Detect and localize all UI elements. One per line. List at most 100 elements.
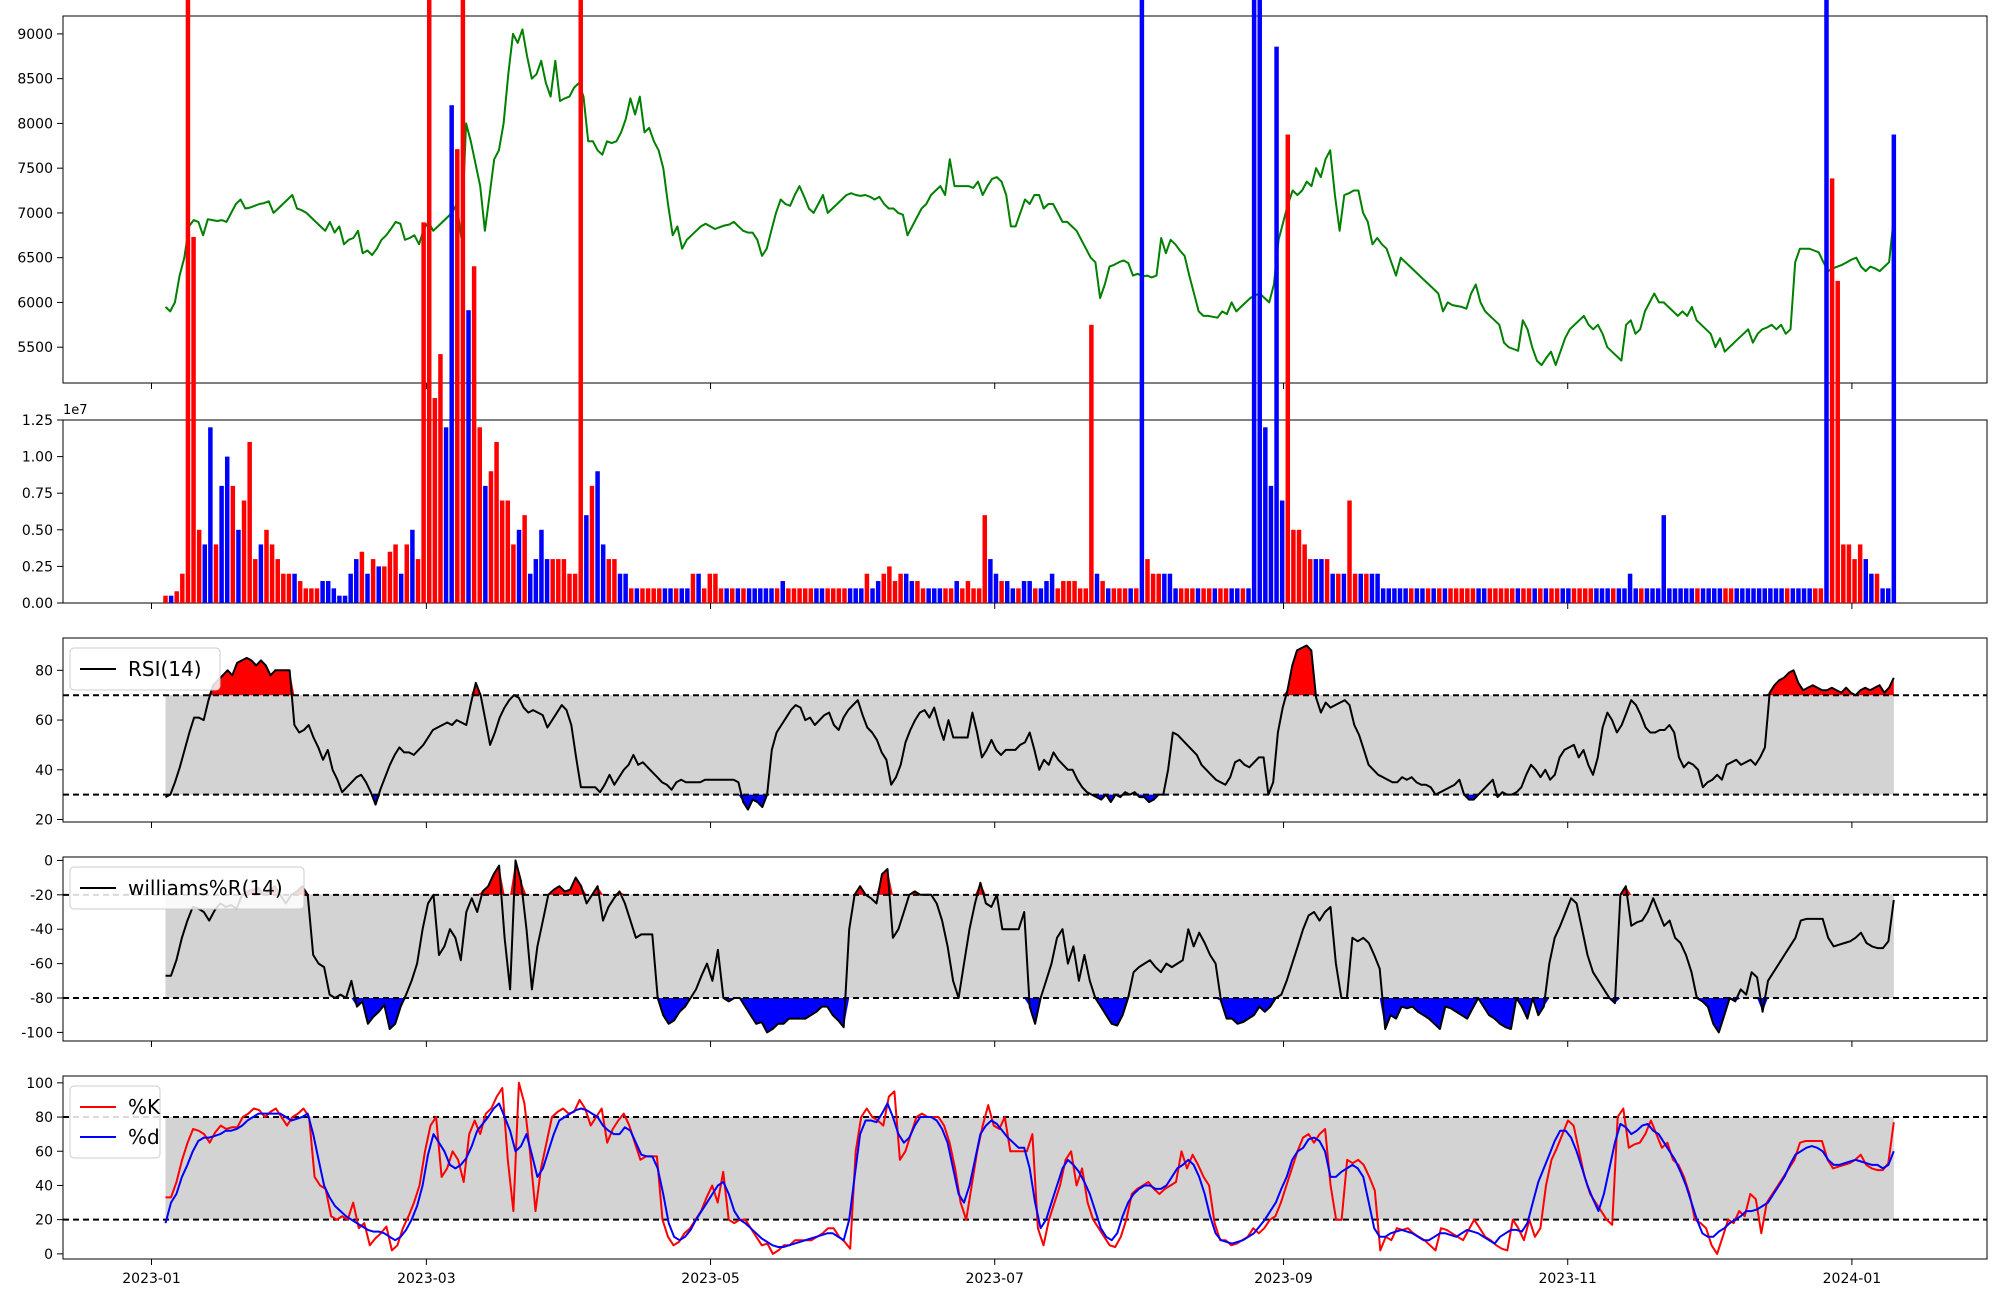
volume-bar [1470,588,1476,603]
volume-bar [1577,588,1582,603]
volume-bar [600,544,606,603]
volume-bars [163,0,1897,604]
volume-bar [1167,573,1173,603]
volume-bar [746,588,752,603]
williams-y-tick-label: 0 [44,853,53,869]
volume-bar [1515,588,1521,603]
volume-bar [1049,573,1055,603]
volume-bar [1364,573,1369,603]
x-tick-label: 2023-01 [122,1271,181,1287]
stochastic-y-tick-label: 20 [35,1213,53,1229]
volume-bar [1274,46,1279,604]
price-panel [62,15,1988,384]
volume-bar [1268,485,1274,603]
volume-bar [516,529,522,603]
volume-bar [1728,588,1734,603]
volume-bar [1190,588,1195,603]
volume-bar [606,559,612,603]
volume-bar [1246,588,1251,603]
x-tick-label: 2023-05 [681,1271,740,1287]
volume-bar [376,566,381,603]
volume-bar [1465,588,1470,603]
volume-bar [1594,588,1599,603]
volume-bar [887,566,892,603]
volume-bar [1105,588,1111,603]
volume-bar [814,588,819,603]
volume-bar [1790,588,1796,603]
volume-bar [387,551,393,603]
volume-bar [1874,573,1880,603]
volume-bar [438,354,443,603]
volume-y-tick-label: 0.00 [22,596,53,612]
volume-bar [1195,588,1201,603]
volume-bar [1829,178,1835,603]
volume-offset-label: 1e7 [63,403,88,418]
volume-bar [651,588,656,603]
volume-bar [337,595,342,603]
volume-bar [1633,588,1638,603]
price-y-tick-label: 8000 [17,116,53,132]
volume-bar [1476,588,1481,603]
rsi-legend-box [69,647,221,691]
volume-bar [628,588,634,603]
volume-bar [561,559,567,603]
volume-bar [836,588,842,603]
volume-bar [1717,588,1723,603]
volume-bar [679,588,684,603]
volume-bar [1173,588,1178,603]
volume-bar [1358,573,1363,603]
volume-bar [1235,588,1240,603]
volume-bar [1678,588,1683,603]
volume-bar [982,515,988,603]
volume-bar [1016,588,1021,603]
volume-bar [1762,588,1768,603]
volume-bar [842,588,847,603]
volume-bar [1667,588,1672,603]
volume-bar [488,471,494,603]
stochastic-y-tick-label: 60 [35,1144,53,1160]
volume-bar [1145,559,1150,603]
volume-bar [398,573,404,603]
volume-bar [325,581,331,603]
volume-bar [455,149,460,603]
stochastic-panel [62,1075,1988,1260]
x-tick-label: 2024-01 [1823,1271,1882,1287]
volume-bar [1796,588,1801,603]
volume-bar [1639,588,1644,603]
volume-bar [920,588,926,603]
volume-bar [1644,588,1650,603]
volume-bar [1004,581,1010,603]
volume-bar [556,559,561,603]
volume-bar [1139,0,1145,604]
williams-y-tick-label: -60 [30,957,53,973]
volume-bar [1857,544,1863,603]
volume-bar [1184,588,1190,603]
volume-bar [348,573,353,603]
volume-bar [1683,588,1689,603]
price-y-tick-label: 7500 [17,161,53,177]
volume-bar [550,559,555,603]
volume-bar [1341,573,1347,603]
volume-bar [196,529,202,603]
volume-bar [1442,588,1448,603]
volume-bar [634,588,640,603]
williams-y-tick-label: -40 [30,922,53,938]
volume-bar [1077,588,1083,603]
x-tick-label: 2023-07 [965,1271,1024,1287]
volume-bar [774,588,780,603]
volume-bar [1538,588,1543,603]
volume-bar [359,551,365,603]
volume-bar [449,105,454,604]
volume-bar [1055,588,1060,603]
volume-bar [258,544,264,603]
volume-bar [331,588,337,603]
volume-bar [1510,588,1515,603]
volume-bar [724,588,729,603]
volume-bar [1532,588,1537,603]
volume-bar [1695,588,1700,603]
rsi-oversold-fill [165,794,1894,810]
volume-bar [281,573,286,603]
volume-bar [1397,588,1403,603]
volume-bar [1330,573,1335,603]
volume-bar [1313,559,1319,603]
